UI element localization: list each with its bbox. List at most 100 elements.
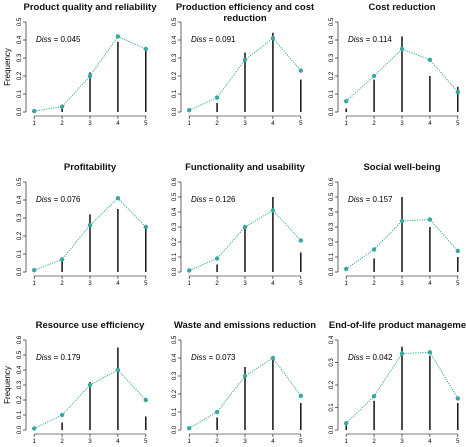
annotation-value: = 0.091 <box>209 35 236 44</box>
y-tick-label: 0.1 <box>172 89 178 98</box>
annotation-value: = 0.157 <box>366 195 393 204</box>
y-tick-label: 0.0 <box>329 267 335 276</box>
fitted-point <box>242 57 248 62</box>
x-tick-label: 2 <box>372 121 376 127</box>
x-tick-label: 5 <box>144 439 148 445</box>
annotation-label: Diss <box>348 195 364 204</box>
fitted-point <box>270 208 276 213</box>
x-tick-label: 2 <box>372 281 376 287</box>
fitted-point <box>59 257 65 262</box>
x-tick-label: 3 <box>88 439 92 445</box>
x-tick-label: 4 <box>271 439 275 445</box>
fitted-point <box>214 409 220 415</box>
x-tick-label: 3 <box>400 121 404 127</box>
annotation-label: Diss <box>348 353 364 362</box>
x-tick-label: 5 <box>144 121 148 127</box>
y-tick-label: 0.2 <box>172 71 178 80</box>
fitted-point <box>455 90 461 95</box>
y-tick-label: 0.3 <box>17 380 23 389</box>
x-tick-label: 5 <box>456 121 460 127</box>
y-tick-label: 0.5 <box>17 177 23 186</box>
fitted-line <box>345 48 459 102</box>
y-tick-label: 0.4 <box>172 353 178 362</box>
annotation-value: = 0.073 <box>209 353 236 362</box>
y-tick-label: 0.4 <box>17 365 23 374</box>
y-axis-label: Frequency <box>3 48 12 86</box>
x-tick-label: 1 <box>188 439 192 445</box>
y-tick-label: 0.2 <box>17 71 23 80</box>
x-tick-label: 2 <box>60 121 64 127</box>
fitted-point <box>143 224 149 230</box>
y-tick-label: 0.1 <box>172 407 178 416</box>
x-tick-label: 3 <box>88 281 92 287</box>
y-tick-label: 0.6 <box>17 335 23 344</box>
annotation-value: = 0.126 <box>209 195 236 204</box>
fitted-point <box>399 218 405 224</box>
fitted-point <box>143 397 149 403</box>
fitted-point <box>87 223 93 228</box>
y-tick-label: 0.2 <box>329 380 335 389</box>
y-tick-label: 0.2 <box>172 389 178 398</box>
fitted-point <box>186 426 192 431</box>
annotation-value: = 0.042 <box>366 353 393 362</box>
fitted-point <box>298 393 304 398</box>
annotation-label: Diss <box>348 35 364 44</box>
fitted-point <box>270 36 276 41</box>
fitted-point <box>399 46 405 52</box>
x-tick-label: 2 <box>215 121 219 127</box>
annotation: Diss = 0.073 <box>191 353 236 362</box>
annotation-label: Diss <box>36 195 52 204</box>
fitted-point <box>371 247 377 252</box>
y-tick-label: 0.4 <box>329 335 335 344</box>
x-tick-label: 1 <box>33 281 37 287</box>
fitted-point <box>242 224 248 230</box>
y-tick-label: 0.2 <box>17 231 23 240</box>
y-tick-label: 0.2 <box>172 237 178 246</box>
annotation-label: Diss <box>36 35 52 44</box>
x-tick-label: 3 <box>243 121 247 127</box>
y-tick-label: 0.4 <box>329 35 335 44</box>
y-tick-label: 0.4 <box>172 207 178 216</box>
x-tick-label: 3 <box>88 121 92 127</box>
x-tick-label: 4 <box>116 439 120 445</box>
y-tick-label: 0.1 <box>17 89 23 98</box>
fitted-point <box>186 268 192 273</box>
y-tick-label: 0.0 <box>329 107 335 116</box>
y-tick-label: 0.5 <box>329 17 335 26</box>
annotation: Diss = 0.126 <box>191 195 236 204</box>
fitted-point <box>87 73 93 79</box>
y-tick-label: 0.6 <box>329 177 335 186</box>
fitted-point <box>427 217 433 222</box>
annotation: Diss = 0.076 <box>36 195 81 204</box>
x-tick-label: 3 <box>400 281 404 287</box>
annotation-label: Diss <box>191 353 207 362</box>
x-tick-label: 4 <box>116 281 120 287</box>
y-axis-label: Frequency <box>3 366 12 404</box>
y-tick-label: 0.3 <box>172 53 178 62</box>
y-tick-label: 0.4 <box>17 195 23 204</box>
y-tick-label: 0.0 <box>329 425 335 434</box>
panel-title: Profitability <box>63 162 117 173</box>
y-tick-label: 0.3 <box>17 53 23 62</box>
x-tick-label: 4 <box>271 281 275 287</box>
fitted-point <box>59 412 65 418</box>
fitted-point <box>143 46 149 52</box>
annotation: Diss = 0.042 <box>348 353 393 362</box>
y-tick-label: 0.5 <box>172 192 178 201</box>
y-tick-label: 0.2 <box>17 395 23 404</box>
annotation-value: = 0.179 <box>54 353 81 362</box>
annotation-label: Diss <box>36 353 52 362</box>
y-tick-label: 0.0 <box>17 425 23 434</box>
fitted-point <box>371 73 377 79</box>
x-tick-label: 5 <box>144 281 148 287</box>
x-tick-label: 5 <box>456 281 460 287</box>
y-tick-label: 0.3 <box>329 358 335 367</box>
y-tick-label: 0.5 <box>172 335 178 344</box>
y-tick-label: 0.6 <box>172 177 178 186</box>
y-tick-label: 0.3 <box>329 222 335 231</box>
x-tick-label: 4 <box>116 121 120 127</box>
fitted-line <box>345 218 459 270</box>
x-tick-label: 2 <box>60 281 64 287</box>
y-tick-label: 0.1 <box>329 89 335 98</box>
